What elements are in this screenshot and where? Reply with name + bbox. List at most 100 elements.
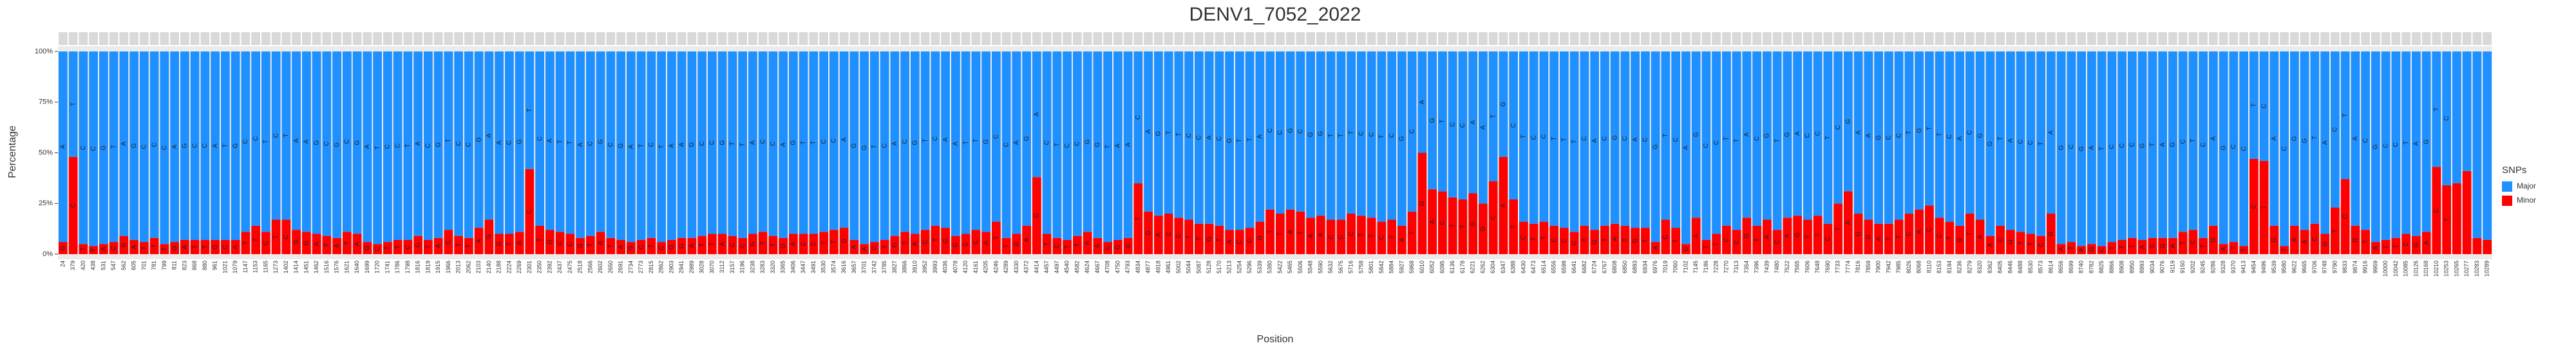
x-tick-label: 8405 (1997, 261, 2003, 273)
allele-label: C (831, 138, 838, 143)
bar-segment (1113, 239, 1122, 254)
x-tick-label: 5422 (1276, 261, 1283, 273)
x-tick-label: 9665 (2301, 261, 2307, 273)
x-tick-label: 5675 (1338, 261, 1344, 273)
facet-strip (1813, 32, 1823, 45)
bar-segment (1083, 51, 1092, 232)
allele-label: C (161, 145, 168, 150)
x-tick-label: 6178 (1459, 261, 1466, 273)
allele-label: T (2017, 241, 2024, 245)
chart-title: DENV1_7052_2022 (1189, 4, 1361, 25)
allele-label: T (1835, 227, 1842, 231)
x-tick-label: 420 (80, 261, 86, 270)
x-tick-label: 7606 (1804, 261, 1810, 273)
facet-strip (2351, 32, 2360, 45)
allele-label: A (2301, 239, 2308, 244)
bar-segment (1742, 51, 1752, 218)
facet-strip (1793, 32, 1802, 45)
x-tick-label: 3657 (851, 261, 857, 273)
facet-strip (829, 32, 838, 45)
allele-label: T (323, 243, 330, 247)
allele-label: A (2291, 237, 2298, 242)
bar-segment (1671, 228, 1680, 254)
bar-segment (1488, 51, 1498, 181)
bar-segment (1955, 225, 1964, 254)
bar-segment (363, 242, 372, 254)
allele-label: G (120, 243, 128, 248)
bar-segment (1063, 51, 1072, 240)
x-tick-label: 2301 (526, 261, 533, 273)
facet-strip (2188, 32, 2198, 45)
facet-strip (312, 32, 321, 45)
bar-segment (1793, 51, 1802, 216)
bar-segment (211, 51, 220, 240)
facet-strip (1803, 32, 1812, 45)
facet-strip (383, 32, 392, 45)
allele-label: C (1003, 142, 1010, 147)
bar-segment (779, 237, 788, 254)
bar-segment (1975, 51, 1985, 220)
bar-segment (1174, 217, 1184, 254)
facet-strip (1955, 32, 1964, 45)
allele-label: T (455, 243, 462, 247)
x-tick-label: 5296 (1246, 261, 1253, 273)
x-tick-label: 9790 (2331, 261, 2338, 273)
allele-label: G (1976, 133, 1984, 138)
facet-strip (1783, 32, 1792, 45)
bar-segment (59, 242, 68, 254)
facet-strip (1123, 32, 1133, 45)
allele-label: T (638, 143, 645, 147)
bar-segment (920, 51, 930, 230)
bar-segment (99, 244, 108, 254)
bar-segment (484, 219, 494, 254)
x-tick-label: 4750 (1114, 261, 1121, 273)
bar-segment (2280, 246, 2289, 254)
allele-label: T (1327, 134, 1334, 138)
allele-label: A (1743, 132, 1750, 136)
bar-segment (1001, 237, 1011, 254)
allele-label: G (1013, 241, 1020, 246)
allele-label: C (506, 140, 513, 145)
facet-strip (1712, 32, 1721, 45)
bar-segment (68, 156, 78, 254)
allele-label: C (567, 242, 574, 246)
bar-segment (2290, 51, 2299, 226)
facet-strip (1479, 32, 1488, 45)
allele-label: G (547, 239, 554, 244)
allele-label: T (881, 245, 888, 249)
x-tick-label: 9580 (2281, 261, 2287, 273)
bar-segment (2117, 51, 2126, 240)
allele-label: A (1399, 237, 1406, 242)
x-tick-label: 5002 (1175, 261, 1182, 273)
allele-label: G (1155, 131, 1162, 136)
allele-label: G (1794, 232, 1801, 237)
bar-segment (1529, 51, 1539, 224)
allele-label: C (1723, 237, 1730, 242)
bar-segment (1285, 209, 1295, 254)
bar-segment (1204, 51, 1214, 224)
bar-segment (1803, 51, 1812, 220)
allele-label: A (171, 144, 178, 149)
facet-strip (261, 32, 270, 45)
facet-strip (981, 32, 990, 45)
allele-label: T (70, 102, 77, 106)
bar-segment (849, 239, 859, 254)
bar-segment (677, 51, 687, 238)
facet-strip (1752, 32, 1761, 45)
x-tick-label: 9916 (2362, 261, 2369, 273)
facet-strip (1367, 32, 1376, 45)
x-tick-label: 3742 (871, 261, 877, 273)
bar-segment (2047, 51, 2056, 214)
facet-strip (2432, 32, 2441, 45)
x-tick-label: 961 (212, 261, 218, 270)
bar-segment (1661, 51, 1671, 220)
allele-label: T (2240, 248, 2248, 252)
bar-segment (1306, 51, 1315, 218)
facet-strip (2056, 32, 2066, 45)
facet-strip (2006, 32, 2015, 45)
bar-segment (2361, 230, 2370, 254)
allele-label: T (263, 140, 270, 143)
allele-label: C (1906, 232, 1913, 236)
facet-strip (2168, 32, 2177, 45)
allele-label: T (425, 245, 432, 249)
